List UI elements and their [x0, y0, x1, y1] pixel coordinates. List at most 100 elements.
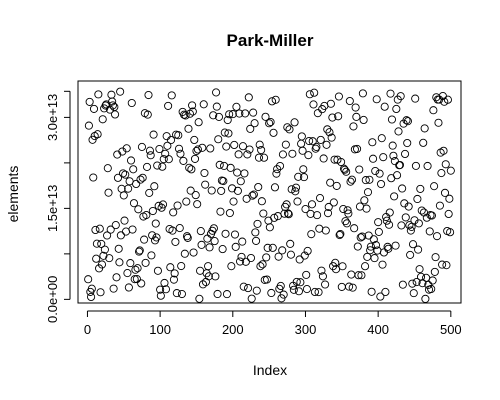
data-point	[160, 278, 169, 288]
data-point	[171, 237, 180, 246]
data-point	[99, 251, 108, 260]
data-point	[248, 191, 257, 200]
data-point	[283, 123, 292, 132]
data-point	[104, 188, 113, 197]
y-tick-label: 1.5e+13	[45, 185, 60, 232]
data-point	[150, 182, 159, 191]
data-point	[240, 169, 249, 178]
data-point	[406, 226, 415, 235]
data-point	[91, 225, 100, 234]
data-point	[316, 135, 325, 144]
data-point	[113, 173, 123, 182]
data-point	[377, 134, 386, 143]
data-point	[92, 239, 101, 248]
data-point	[438, 260, 447, 269]
data-point	[155, 144, 164, 154]
data-point	[437, 169, 446, 178]
data-point	[119, 169, 128, 178]
data-point	[220, 161, 229, 170]
data-point	[105, 254, 114, 263]
data-point	[282, 200, 291, 209]
data-point	[377, 179, 386, 189]
data-point	[355, 165, 364, 174]
data-point	[434, 118, 443, 127]
data-point	[276, 281, 285, 291]
data-point	[231, 242, 240, 251]
data-point	[132, 179, 141, 188]
data-point	[420, 124, 429, 133]
data-point	[352, 112, 361, 121]
data-point	[362, 204, 371, 213]
data-point	[360, 196, 369, 205]
data-point	[381, 287, 390, 297]
y-tick-label: 3.0e+13	[45, 94, 60, 141]
data-point	[278, 150, 287, 159]
data-point	[174, 144, 184, 153]
data-point	[391, 241, 400, 250]
data-point	[100, 245, 109, 254]
data-point	[142, 162, 152, 171]
data-point	[439, 146, 448, 155]
x-axis: 0 100 200 300 400 500	[84, 310, 462, 337]
data-point	[297, 139, 306, 148]
data-point	[137, 142, 146, 151]
data-point	[432, 93, 441, 102]
data-point	[371, 166, 380, 176]
data-point	[122, 144, 131, 153]
data-point	[238, 237, 247, 246]
data-point	[323, 209, 333, 218]
data-point	[369, 154, 378, 163]
data-point	[414, 219, 423, 228]
data-point	[375, 169, 384, 178]
data-point	[440, 188, 450, 197]
data-point	[385, 208, 394, 217]
data-point	[229, 197, 238, 206]
data-point	[423, 161, 432, 171]
data-point	[153, 266, 162, 275]
data-point	[284, 210, 293, 219]
data-point	[336, 229, 345, 239]
data-point	[173, 201, 182, 210]
data-point	[149, 130, 158, 139]
data-point	[103, 164, 112, 173]
data-point	[291, 187, 300, 196]
data-point	[338, 262, 347, 271]
data-point	[230, 140, 239, 150]
data-point	[353, 242, 362, 251]
data-point	[244, 284, 253, 293]
data-point	[268, 243, 277, 252]
data-point	[238, 142, 248, 151]
data-point	[370, 254, 379, 263]
data-point	[430, 267, 439, 276]
data-point	[161, 285, 170, 294]
data-point	[441, 160, 450, 169]
data-point	[281, 140, 290, 149]
data-point	[283, 209, 293, 218]
data-point	[359, 115, 368, 124]
data-point	[89, 104, 99, 113]
data-point	[321, 226, 330, 235]
data-point	[334, 112, 343, 121]
data-point	[179, 156, 188, 165]
data-point	[378, 260, 387, 269]
data-point	[145, 146, 154, 155]
data-point	[364, 231, 373, 240]
data-point	[213, 289, 222, 299]
data-point	[138, 173, 147, 182]
data-point	[349, 122, 358, 131]
data-point	[340, 165, 349, 174]
data-point	[291, 183, 301, 192]
data-point	[214, 112, 224, 121]
data-point	[84, 121, 93, 130]
data-point	[345, 96, 354, 106]
data-point	[270, 183, 280, 192]
data-point	[236, 177, 245, 186]
x-tick-label: 400	[367, 322, 389, 337]
data-point	[190, 135, 199, 144]
data-point	[123, 269, 132, 278]
data-point	[203, 234, 212, 243]
data-point	[108, 101, 117, 110]
data-point	[389, 151, 398, 160]
data-point	[167, 91, 176, 100]
data-point	[435, 201, 444, 210]
